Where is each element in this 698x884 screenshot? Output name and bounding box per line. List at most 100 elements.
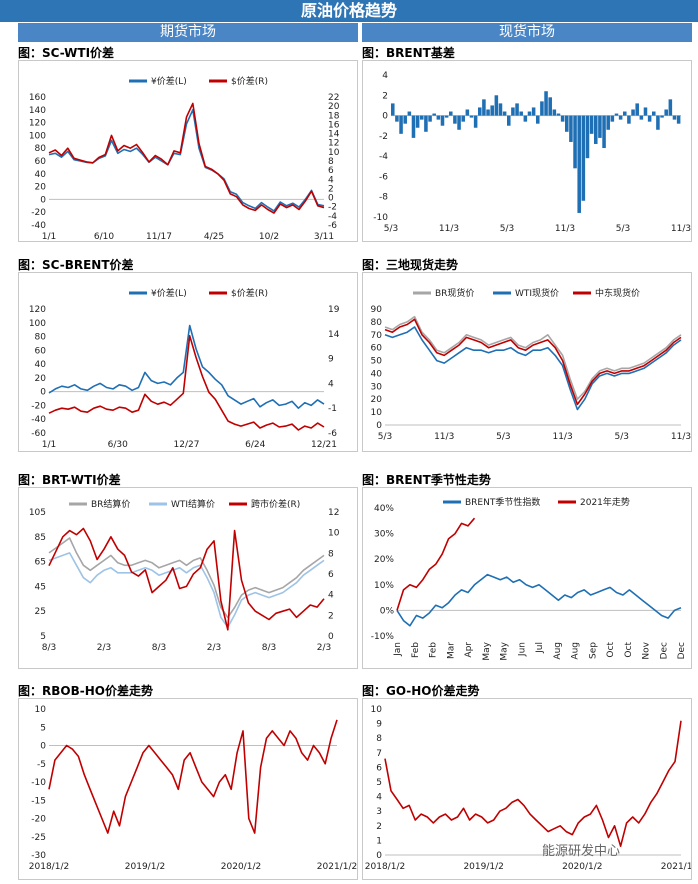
y-right-tick-label: -2 xyxy=(328,203,337,213)
basis-bar xyxy=(420,115,424,120)
y-tick-label: 0 xyxy=(382,112,388,122)
y-tick-label: 5 xyxy=(376,778,382,788)
y-tick-label: -20 xyxy=(31,208,46,218)
basis-bar xyxy=(444,115,449,118)
y-tick-label: 9 xyxy=(376,720,382,730)
y-right-tick-label: 22 xyxy=(328,93,339,103)
series-line-1 xyxy=(48,334,325,431)
y-tick-label: -10 xyxy=(31,778,46,788)
y-tick-label: 25 xyxy=(35,607,46,617)
y-right-tick-label: 2 xyxy=(328,184,334,194)
y-tick-label: 65 xyxy=(35,558,46,568)
basis-bar xyxy=(395,115,399,122)
basis-bar xyxy=(618,115,623,120)
x-tick-label: Aug xyxy=(571,642,581,660)
panel-rbob-ho: 10 5 0 -5 -10 -15 -20 -25 -30 2018/1/2 2019/1/2 202… xyxy=(18,698,358,880)
y-tick-label: 5 xyxy=(40,723,46,733)
y-tick-label: 60 xyxy=(371,344,383,354)
basis-bar xyxy=(544,91,548,116)
spot-section-header: 现货市场 xyxy=(362,23,692,42)
y-tick-label: 60 xyxy=(35,346,47,356)
series-line-2 xyxy=(384,318,682,406)
y-right-tick-label: 9 xyxy=(328,355,334,365)
x-tick-label: 5/3 xyxy=(496,432,510,442)
basis-bar xyxy=(672,115,677,120)
x-tick-label: 2021/1/2 xyxy=(661,862,691,872)
y-tick-label: 7 xyxy=(376,749,382,759)
y-tick-label: 20% xyxy=(374,555,394,565)
y-right-tick-label: 10 xyxy=(328,529,340,539)
basis-bar xyxy=(527,111,532,116)
y-tick-label: 3 xyxy=(376,807,382,817)
x-tick-label: 5/3 xyxy=(500,224,514,234)
y-right-tick-label: 10 xyxy=(328,148,340,158)
series-line-0 xyxy=(384,720,682,847)
x-tick-label: 8/3 xyxy=(262,643,276,653)
x-tick-label: 2019/1/2 xyxy=(463,862,503,872)
legend-label: WTI结算价 xyxy=(171,498,215,510)
y-tick-label: 4 xyxy=(376,793,382,803)
y-tick-label: -30 xyxy=(31,851,46,861)
basis-bar xyxy=(465,109,470,116)
legend-label: BR结算价 xyxy=(91,498,130,510)
x-tick-label: 2018/1/2 xyxy=(365,862,405,872)
y-tick-label: 20 xyxy=(371,395,383,405)
x-tick-label: Mar xyxy=(446,642,456,659)
y-tick-label: 10% xyxy=(374,581,394,591)
y-tick-label: 2 xyxy=(382,91,388,101)
series-line-0 xyxy=(384,315,682,400)
y-tick-label: 40 xyxy=(371,369,383,379)
x-tick-label: 5/3 xyxy=(378,432,392,442)
x-tick-label: 6/30 xyxy=(108,440,128,450)
x-tick-label: 1/1 xyxy=(42,440,56,450)
panel-brt-wti: 105 85 65 45 25 5 12 10 8 6 4 2 0 8/3 2/3 8/3 2/3 8/3 2/3 B… xyxy=(18,487,358,669)
y-tick-label: 4 xyxy=(382,71,388,81)
basis-bar xyxy=(647,115,652,122)
basis-bar xyxy=(610,115,615,122)
y-tick-label: 120 xyxy=(29,119,46,129)
basis-bar xyxy=(507,115,511,126)
basis-bar xyxy=(531,107,536,116)
y-tick-label: -20 xyxy=(31,401,46,411)
x-tick-label: 11/3 xyxy=(671,432,691,442)
y-tick-label: 100 xyxy=(29,319,46,329)
y-tick-label: 30 xyxy=(371,382,383,392)
chart-brent-basis: 420-2-4-6-8-105/3 11/3 5/3 11/3 5/3 11/3 xyxy=(373,71,691,234)
x-tick-label: Dec xyxy=(659,642,669,659)
series-line-2 xyxy=(48,527,325,631)
x-tick-label: 2020/1/2 xyxy=(562,862,602,872)
x-tick-label: 2/3 xyxy=(97,643,111,653)
basis-bar xyxy=(453,115,457,124)
basis-bar xyxy=(490,105,494,116)
legend-label: BRENT季节性指数 xyxy=(465,496,540,508)
y-right-tick-label: 8 xyxy=(328,549,334,559)
chart-title-rbob-ho: 图：RBOB-HO价差走势 xyxy=(18,684,153,698)
basis-bar xyxy=(573,115,577,169)
basis-bar xyxy=(540,101,544,116)
basis-bar xyxy=(639,115,644,120)
y-right-tick-label: 4 xyxy=(328,175,334,185)
y-tick-label: 20 xyxy=(35,183,47,193)
panel-sc-wti: 160 140 120 100 80 60 40 20 0 -20 -40 22 20 18 16 14 12 1… xyxy=(18,60,358,242)
x-tick-label: 11/3 xyxy=(439,224,459,234)
series-line-0 xyxy=(48,108,325,212)
series-line-1 xyxy=(384,326,682,411)
series-line-1 xyxy=(48,552,325,629)
y-tick-label: -6 xyxy=(379,172,388,182)
y-tick-label: 70 xyxy=(371,331,383,341)
legend-label: ¥价差(L) xyxy=(151,287,187,299)
basis-bar xyxy=(515,103,519,116)
series-line-0 xyxy=(48,537,325,619)
legend-label: BR现货价 xyxy=(435,287,474,299)
y-tick-label: -60 xyxy=(31,429,46,439)
x-tick-label: Jul xyxy=(535,642,545,654)
x-tick-label: 11/3 xyxy=(552,432,572,442)
basis-bar xyxy=(440,115,445,126)
x-tick-label: 3/11 xyxy=(314,232,334,241)
y-right-tick-label: -1 xyxy=(328,404,337,414)
basis-bar xyxy=(581,115,586,201)
y-tick-label: -10% xyxy=(371,632,395,642)
chart-title-spot3: 图：三地现货走势 xyxy=(362,258,459,272)
